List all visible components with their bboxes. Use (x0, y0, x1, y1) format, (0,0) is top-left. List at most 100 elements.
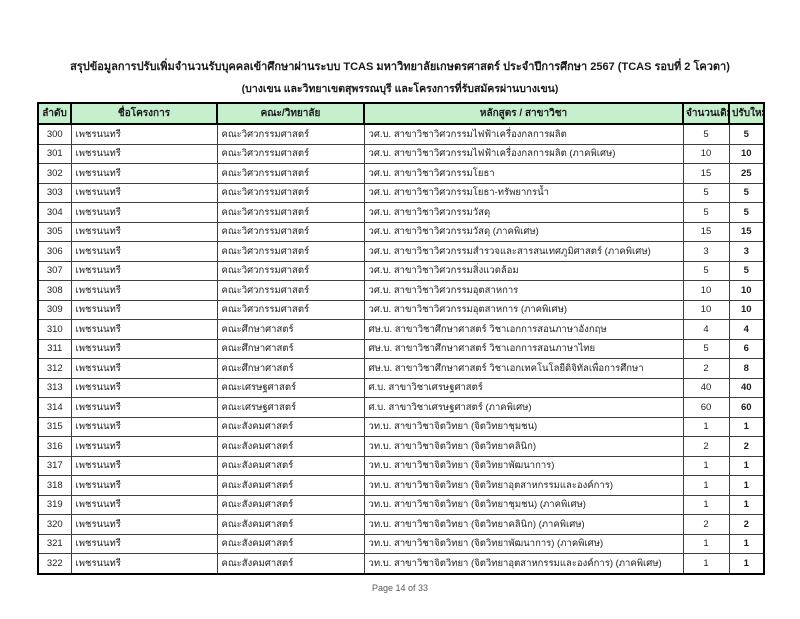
faculty-cell: คณะวิศวกรรมศาสตร์ (216, 163, 365, 184)
column-header-original-count: จำนวนเดิม (682, 102, 730, 125)
revised-count-cell: 40 (728, 377, 765, 398)
program-cell: วศ.บ. สาขาวิชาวิศวกรรมสิ่งแวดล้อม (363, 260, 684, 281)
order-number-cell: 321 (37, 533, 72, 554)
faculty-cell: คณะสังคมศาสตร์ (216, 455, 365, 476)
revised-count-cell: 10 (728, 299, 765, 320)
original-count-cell: 2 (682, 514, 730, 535)
revised-count-cell: 5 (728, 260, 765, 281)
program-cell: วศ.บ. สาขาวิชาวิศวกรรมไฟฟ้าเครื่องกลการผ… (363, 123, 684, 145)
project-name-cell: เพชรนนทรี (70, 182, 218, 203)
table-row: 302 เพชรนนทรี คณะวิศวกรรมศาสตร์ วศ.บ. สาขาว… (37, 163, 765, 184)
original-count-cell: 10 (682, 280, 730, 301)
revised-count-cell: 10 (728, 280, 765, 301)
project-name-cell: เพชรนนทรี (70, 123, 218, 145)
revised-count-cell: 1 (728, 553, 765, 574)
order-number-cell: 301 (37, 143, 72, 164)
original-count-cell: 60 (682, 397, 730, 418)
faculty-cell: คณะวิศวกรรมศาสตร์ (216, 299, 365, 320)
header-row: ลำดับ ชื่อโครงการ คณะ/วิทยาลัย หลักสูตร … (37, 102, 765, 125)
table-body: 300 เพชรนนทรี คณะวิศวกรรมศาสตร์ วศ.บ. สาขาว… (37, 123, 765, 574)
project-name-cell: เพชรนนทรี (70, 338, 218, 359)
order-number-cell: 316 (37, 436, 72, 457)
program-cell: วท.บ. สาขาวิชาจิตวิทยา (จิตวิทยาชุมชน) (… (363, 494, 684, 515)
table-row: 310 เพชรนนทรี คณะศึกษาศาสตร์ ศษ.บ. สาขาวิชา… (37, 319, 765, 340)
program-cell: วศ.บ. สาขาวิชาวิศวกรรมอุตสาหการ (363, 280, 684, 301)
original-count-cell: 10 (682, 143, 730, 164)
original-count-cell: 5 (682, 123, 730, 145)
order-number-cell: 317 (37, 455, 72, 476)
table-row: 306 เพชรนนทรี คณะวิศวกรรมศาสตร์ วศ.บ. สาขาว… (37, 241, 765, 262)
program-cell: วศ.บ. สาขาวิชาวิศวกรรมไฟฟ้าเครื่องกลการผ… (363, 143, 684, 164)
program-cell: วศ.บ. สาขาวิชาวิศวกรรมโยธา (363, 163, 684, 184)
program-cell: วศ.บ. สาขาวิชาวิศวกรรมสำรวจและสารสนเทศภู… (363, 241, 684, 262)
table-row: 305 เพชรนนทรี คณะวิศวกรรมศาสตร์ วศ.บ. สาขาว… (37, 221, 765, 242)
original-count-cell: 5 (682, 260, 730, 281)
order-number-cell: 315 (37, 416, 72, 437)
table-row: 316 เพชรนนทรี คณะสังคมศาสตร์ วท.บ. สาขาวิชา… (37, 436, 765, 457)
program-cell: ศษ.บ. สาขาวิชาศึกษาศาสตร์ วิชาเอกการสอนภ… (363, 319, 684, 340)
column-header-program: หลักสูตร / สาขาวิชา (363, 102, 684, 125)
program-cell: วท.บ. สาขาวิชาจิตวิทยา (จิตวิทยาพัฒนาการ… (363, 455, 684, 476)
revised-count-cell: 2 (728, 436, 765, 457)
project-name-cell: เพชรนนทรี (70, 494, 218, 515)
original-count-cell: 1 (682, 416, 730, 437)
original-count-cell: 3 (682, 241, 730, 262)
faculty-cell: คณะวิศวกรรมศาสตร์ (216, 202, 365, 223)
order-number-cell: 313 (37, 377, 72, 398)
project-name-cell: เพชรนนทรี (70, 377, 218, 398)
project-name-cell: เพชรนนทรี (70, 202, 218, 223)
order-number-cell: 319 (37, 494, 72, 515)
project-name-cell: เพชรนนทรี (70, 533, 218, 554)
program-cell: วศ.บ. สาขาวิชาวิศวกรรมโยธา-ทรัพยากรน้ำ (363, 182, 684, 203)
project-name-cell: เพชรนนทรี (70, 358, 218, 379)
faculty-cell: คณะวิศวกรรมศาสตร์ (216, 221, 365, 242)
faculty-cell: คณะศึกษาศาสตร์ (216, 358, 365, 379)
table-row: 307 เพชรนนทรี คณะวิศวกรรมศาสตร์ วศ.บ. สาขาว… (37, 260, 765, 281)
project-name-cell: เพชรนนทรี (70, 436, 218, 457)
revised-count-cell: 1 (728, 455, 765, 476)
column-header-order: ลำดับ (37, 102, 72, 125)
table-row: 321 เพชรนนทรี คณะสังคมศาสตร์ วท.บ. สาขาวิชา… (37, 533, 765, 554)
order-number-cell: 312 (37, 358, 72, 379)
faculty-cell: คณะสังคมศาสตร์ (216, 533, 365, 554)
project-name-cell: เพชรนนทรี (70, 455, 218, 476)
revised-count-cell: 5 (728, 182, 765, 203)
faculty-cell: คณะวิศวกรรมศาสตร์ (216, 260, 365, 281)
page-title: สรุปข้อมูลการปรับเพิ่มจำนวนรับบุคคลเข้าศ… (70, 61, 730, 73)
original-count-cell: 1 (682, 494, 730, 515)
original-count-cell: 15 (682, 163, 730, 184)
order-number-cell: 304 (37, 202, 72, 223)
revised-count-cell: 3 (728, 241, 765, 262)
page-subtitle: (บางเขน และวิทยาเขตสุพรรณบุรี และโครงการ… (241, 83, 559, 95)
table-row: 322 เพชรนนทรี คณะสังคมศาสตร์ วท.บ. สาขาวิชา… (37, 553, 765, 574)
revised-count-cell: 5 (728, 202, 765, 223)
revised-count-cell: 60 (728, 397, 765, 418)
faculty-cell: คณะเศรษฐศาสตร์ (216, 397, 365, 418)
table-row: 311 เพชรนนทรี คณะศึกษาศาสตร์ ศษ.บ. สาขาวิชา… (37, 338, 765, 359)
project-name-cell: เพชรนนทรี (70, 299, 218, 320)
faculty-cell: คณะวิศวกรรมศาสตร์ (216, 143, 365, 164)
order-number-cell: 322 (37, 553, 72, 574)
table-row: 314 เพชรนนทรี คณะเศรษฐศาสตร์ ศ.บ. สาขาวิชาเ… (37, 397, 765, 418)
project-name-cell: เพชรนนทรี (70, 241, 218, 262)
program-cell: ศ.บ. สาขาวิชาเศรษฐศาสตร์ (ภาคพิเศษ) (363, 397, 684, 418)
faculty-cell: คณะสังคมศาสตร์ (216, 514, 365, 535)
project-name-cell: เพชรนนทรี (70, 143, 218, 164)
original-count-cell: 1 (682, 533, 730, 554)
table-row: 308 เพชรนนทรี คณะวิศวกรรมศาสตร์ วศ.บ. สาขาว… (37, 280, 765, 301)
order-number-cell: 306 (37, 241, 72, 262)
program-cell: วท.บ. สาขาวิชาจิตวิทยา (จิตวิทยาคลินิก) (363, 436, 684, 457)
order-number-cell: 310 (37, 319, 72, 340)
faculty-cell: คณะสังคมศาสตร์ (216, 416, 365, 437)
revised-count-cell: 1 (728, 494, 765, 515)
order-number-cell: 311 (37, 338, 72, 359)
original-count-cell: 15 (682, 221, 730, 242)
table-row: 312 เพชรนนทรี คณะศึกษาศาสตร์ ศษ.บ. สาขาวิชา… (37, 358, 765, 379)
admissions-table: ลำดับ ชื่อโครงการ คณะ/วิทยาลัย หลักสูตร … (37, 102, 765, 575)
project-name-cell: เพชรนนทรี (70, 475, 218, 496)
revised-count-cell: 2 (728, 514, 765, 535)
table-row: 313 เพชรนนทรี คณะเศรษฐศาสตร์ ศ.บ. สาขาวิชาเ… (37, 377, 765, 398)
table-row: 303 เพชรนนทรี คณะวิศวกรรมศาสตร์ วศ.บ. สาขาว… (37, 182, 765, 203)
order-number-cell: 320 (37, 514, 72, 535)
faculty-cell: คณะศึกษาศาสตร์ (216, 338, 365, 359)
